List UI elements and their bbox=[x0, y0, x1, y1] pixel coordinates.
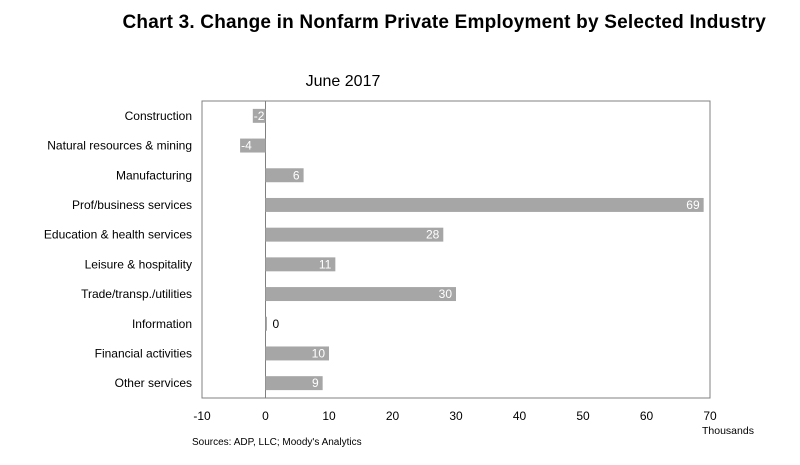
x-tick-label: 40 bbox=[513, 409, 527, 423]
x-tick-label: 60 bbox=[640, 409, 654, 423]
bar bbox=[252, 108, 266, 123]
category-label: Natural resources & mining bbox=[47, 139, 192, 153]
plot-area bbox=[201, 100, 711, 399]
x-axis-unit-label: Thousands bbox=[702, 425, 754, 437]
bar-value-label: 9 bbox=[312, 376, 319, 390]
category-label: Information bbox=[132, 317, 192, 331]
bar bbox=[265, 197, 704, 212]
bar bbox=[240, 138, 266, 153]
x-tick-label: 0 bbox=[262, 409, 269, 423]
x-tick-label: 10 bbox=[322, 409, 336, 423]
bar-value-label: 69 bbox=[686, 198, 700, 212]
bar-value-label: 11 bbox=[319, 257, 332, 271]
bar bbox=[265, 376, 323, 391]
page-title: Chart 3. Change in Nonfarm Private Emplo… bbox=[122, 12, 766, 33]
bar-value-label: 0 bbox=[273, 317, 280, 331]
bar bbox=[265, 227, 444, 242]
category-label: Manufacturing bbox=[116, 168, 192, 182]
bar-value-label: 28 bbox=[426, 228, 440, 242]
x-tick-label: -10 bbox=[193, 409, 211, 423]
bar bbox=[265, 316, 267, 331]
x-tick-label: 20 bbox=[386, 409, 400, 423]
bar bbox=[265, 346, 329, 361]
source-note: Sources: ADP, LLC; Moody's Analytics bbox=[192, 437, 362, 448]
category-labels: Construction Natural resources & mining Ma… bbox=[44, 109, 192, 390]
x-tick-label: 70 bbox=[703, 409, 717, 423]
category-label: Prof/business services bbox=[72, 198, 192, 212]
category-label: Construction bbox=[125, 109, 192, 123]
bar-value-label: -4 bbox=[241, 139, 252, 153]
bar-value-label: 30 bbox=[439, 287, 453, 301]
bar bbox=[265, 257, 336, 272]
bar-value-label: 10 bbox=[312, 346, 326, 360]
category-label: Financial activities bbox=[95, 346, 192, 360]
x-axis-ticks: -10 0 10 20 30 40 50 60 70 bbox=[193, 409, 717, 423]
bar bbox=[265, 287, 456, 302]
bars-layer: -2 -4 6 69 28 11 30 0 10 9 bbox=[240, 101, 704, 398]
x-tick-label: 30 bbox=[449, 409, 463, 423]
category-label: Leisure & hospitality bbox=[85, 257, 192, 271]
bar-value-label: -2 bbox=[254, 109, 265, 123]
x-tick-label: 50 bbox=[576, 409, 590, 423]
category-label: Education & health services bbox=[44, 228, 192, 242]
category-label: Other services bbox=[115, 376, 192, 390]
bar bbox=[265, 168, 304, 183]
chart-subtitle: June 2017 bbox=[306, 73, 381, 90]
category-label: Trade/transp./utilities bbox=[81, 287, 192, 301]
bar-value-label: 6 bbox=[293, 168, 300, 182]
